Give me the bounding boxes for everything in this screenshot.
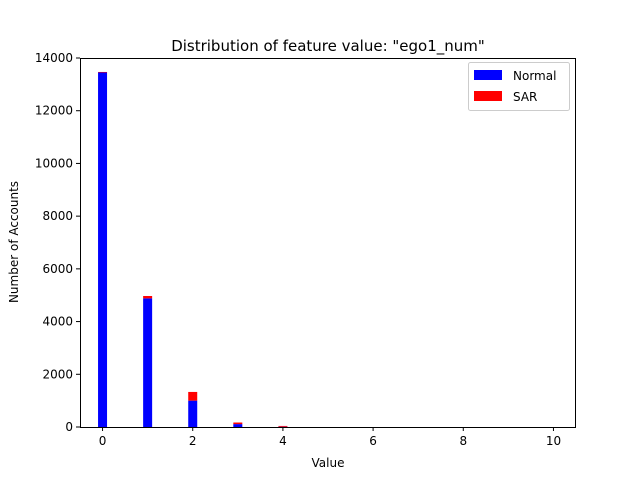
x-tick-label: 4 [279,434,287,448]
bar-sar-4 [278,425,288,427]
y-tick-label: 8000 [42,209,73,223]
x-tick-label: 2 [189,434,197,448]
legend-swatch-sar [474,91,502,101]
bar-sar-2 [188,391,198,401]
legend: Normal SAR [468,62,570,111]
bar-sar-1 [143,296,153,299]
y-tick-label: 12000 [35,104,73,118]
bar-normal-1 [143,298,153,427]
x-tick-label: 6 [369,434,377,448]
y-tick-label: 10000 [35,156,73,170]
y-axis-label: Number of Accounts [7,181,21,303]
x-ticks: 0 2 4 6 8 10 [99,427,561,448]
legend-swatch-normal [474,70,502,80]
bars [98,71,288,427]
bar-normal-2 [188,400,198,427]
legend-label-sar: SAR [513,90,537,104]
x-tick-label: 10 [546,434,561,448]
bar-sar-3 [233,422,243,425]
chart-title: Distribution of feature value: "ego1_num… [171,37,485,56]
y-tick-label: 4000 [42,315,73,329]
bar-normal-3 [233,424,243,427]
bar-normal-0 [98,72,108,427]
legend-label-normal: Normal [513,69,556,83]
x-tick-label: 8 [459,434,467,448]
axes-frame [80,58,576,428]
bar-sar-0 [98,71,108,73]
x-axis-label: Value [312,456,345,470]
x-tick-label: 0 [99,434,107,448]
y-ticks: 0 2000 4000 6000 8000 10000 12000 14000 [35,51,80,434]
y-tick-label: 6000 [42,262,73,276]
y-tick-label: 0 [65,420,73,434]
y-tick-label: 2000 [42,367,73,381]
y-tick-label: 14000 [35,51,73,65]
